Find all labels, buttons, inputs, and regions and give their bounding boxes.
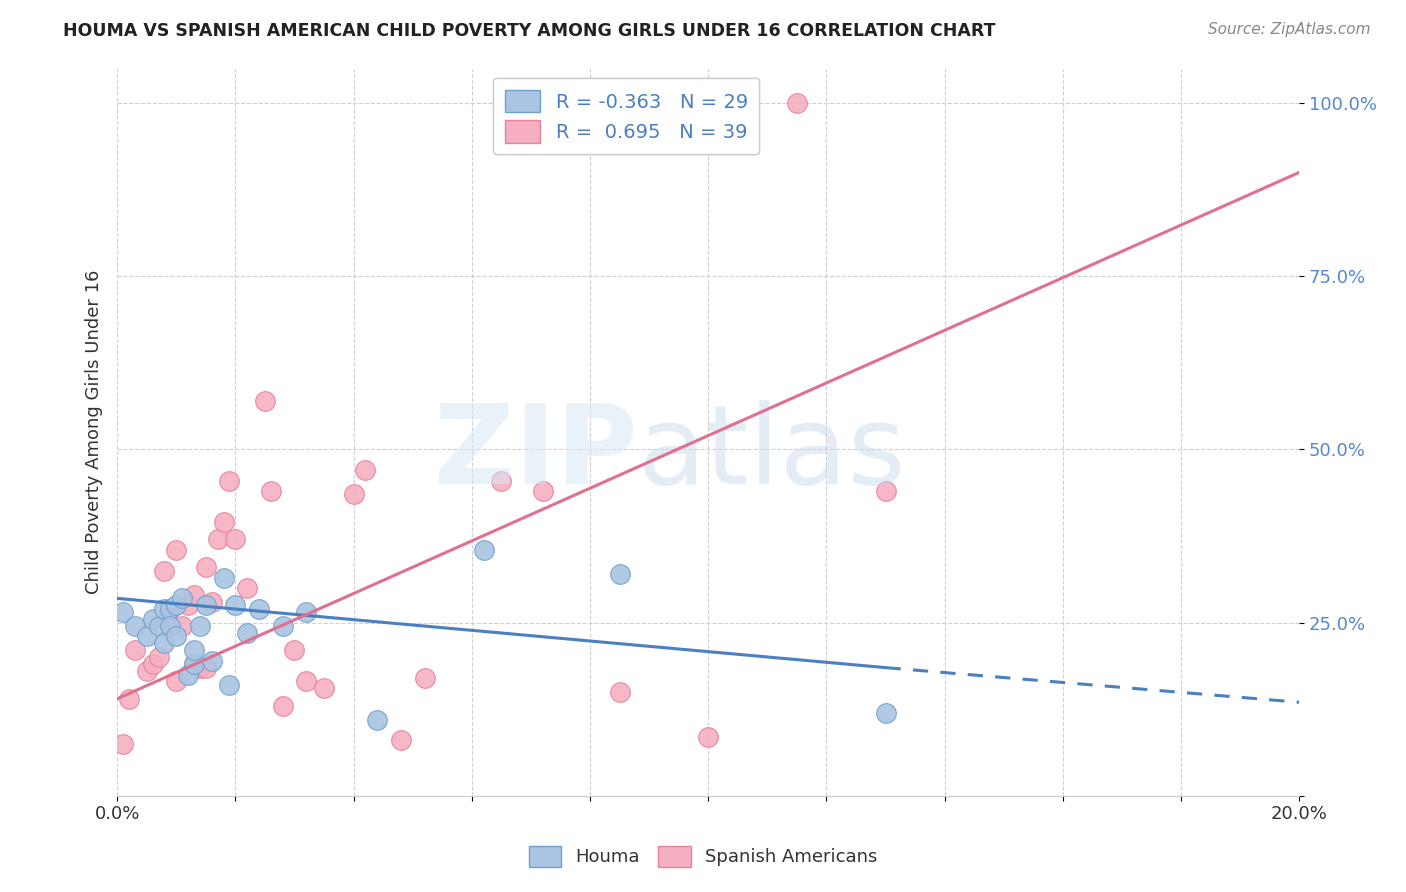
Point [786, 96, 808, 111]
Point [183, 643, 205, 657]
Point [165, 599, 187, 613]
Point [142, 657, 165, 672]
Point [153, 601, 176, 615]
Point [177, 667, 200, 681]
Text: atlas: atlas [637, 401, 905, 508]
Point [124, 643, 146, 657]
Point [389, 733, 412, 747]
Point [135, 664, 157, 678]
Point [177, 599, 200, 613]
Point [183, 657, 205, 672]
Point [159, 601, 181, 615]
Point [124, 619, 146, 633]
Point [194, 660, 217, 674]
Point [260, 483, 283, 498]
Point [153, 636, 176, 650]
Point [271, 619, 294, 633]
Text: HOUMA VS SPANISH AMERICAN CHILD POVERTY AMONG GIRLS UNDER 16 CORRELATION CHART: HOUMA VS SPANISH AMERICAN CHILD POVERTY … [63, 22, 995, 40]
Point [236, 626, 259, 640]
Point [212, 515, 235, 529]
Point [295, 674, 318, 689]
Point [342, 487, 364, 501]
Point [153, 564, 176, 578]
Point [472, 542, 495, 557]
Point [165, 674, 187, 689]
Point [366, 713, 388, 727]
Point [112, 605, 135, 619]
Point [271, 698, 294, 713]
Point [413, 671, 436, 685]
Point [253, 394, 276, 409]
Point [224, 599, 246, 613]
Point [207, 533, 229, 547]
Point [295, 605, 318, 619]
Point [491, 474, 513, 488]
Point [159, 601, 181, 615]
Point [875, 483, 897, 498]
Point [194, 599, 217, 613]
Point [354, 463, 377, 477]
Point [201, 654, 224, 668]
Point [224, 533, 246, 547]
Point [609, 567, 631, 582]
Point [148, 650, 170, 665]
Legend: R = -0.363   N = 29, R =  0.695   N = 39: R = -0.363 N = 29, R = 0.695 N = 39 [494, 78, 759, 154]
Point [218, 474, 240, 488]
Point [172, 591, 194, 606]
Text: ZIP: ZIP [434, 401, 637, 508]
Point [183, 588, 205, 602]
Legend: Houma, Spanish Americans: Houma, Spanish Americans [522, 838, 884, 874]
Point [697, 730, 720, 744]
Point [283, 643, 305, 657]
Point [118, 691, 141, 706]
Point [312, 681, 335, 696]
Point [531, 483, 554, 498]
Point [194, 560, 217, 574]
Point [183, 657, 205, 672]
Point [609, 685, 631, 699]
Point [218, 678, 240, 692]
Point [172, 619, 194, 633]
Point [165, 542, 187, 557]
Point [159, 619, 181, 633]
Point [135, 630, 157, 644]
Point [236, 581, 259, 595]
Point [201, 595, 224, 609]
Y-axis label: Child Poverty Among Girls Under 16: Child Poverty Among Girls Under 16 [86, 270, 103, 594]
Point [188, 660, 211, 674]
Point [148, 619, 170, 633]
Point [247, 601, 270, 615]
Point [142, 612, 165, 626]
Point [165, 630, 187, 644]
Point [112, 737, 135, 751]
Point [212, 571, 235, 585]
Point [188, 619, 211, 633]
Point [875, 706, 897, 720]
Text: Source: ZipAtlas.com: Source: ZipAtlas.com [1208, 22, 1371, 37]
